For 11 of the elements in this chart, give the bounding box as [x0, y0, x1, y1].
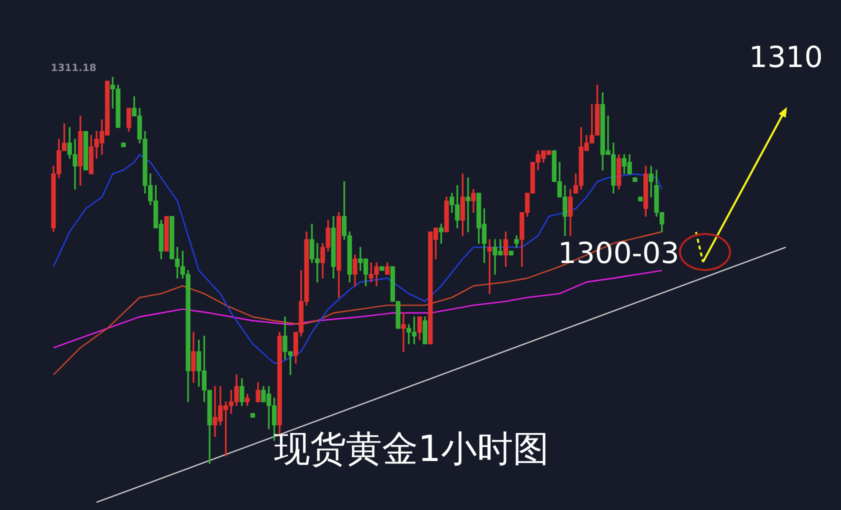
candlestick [632, 177, 638, 182]
candlestick [380, 266, 384, 271]
candlestick [508, 250, 514, 256]
candlestick [250, 413, 256, 418]
candlestick [83, 131, 88, 170]
candlestick [121, 142, 126, 148]
text: 1310 [749, 40, 823, 74]
text: 1311.18 [50, 63, 96, 74]
candlestick [638, 196, 643, 202]
candlestick [164, 216, 169, 252]
text: 现货黄金1小时图 [274, 429, 549, 470]
